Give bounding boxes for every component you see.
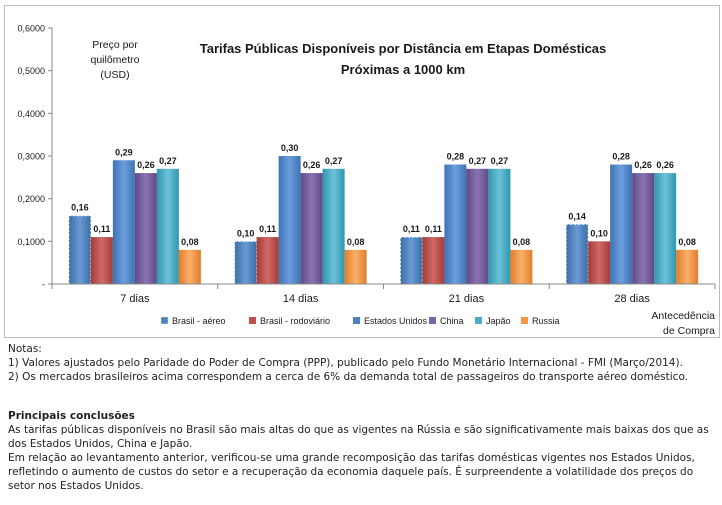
- legend-label: Brasil - rodoviário: [260, 316, 330, 326]
- data-label: 0,11: [425, 224, 442, 234]
- bar: [444, 164, 467, 284]
- y-axis-label-line1: Preço por: [92, 39, 138, 51]
- bars-group: 0,16 0,11 0,29 0,26 0,27 0,08 0,10 0,11 0,30 0,26…: [68, 143, 699, 285]
- data-label: 0,27: [325, 156, 343, 166]
- data-label: 0,11: [259, 224, 276, 234]
- bar: [466, 168, 489, 284]
- bar: [565, 223, 589, 285]
- data-label: 0,08: [678, 237, 696, 247]
- bar: [344, 249, 367, 284]
- data-label: 0,08: [513, 237, 531, 247]
- bar: [399, 236, 423, 285]
- legend: Brasil - aéreo Brasil - rodoviário Estados…: [160, 316, 560, 326]
- bar: [300, 173, 323, 284]
- bar: [488, 168, 511, 284]
- chart-title-line2: Próximas a 1000 km: [341, 62, 465, 77]
- x-axis-label-line1: Antecedência: [651, 310, 715, 322]
- bar: [610, 164, 633, 284]
- y-axis-label-line3: (USD): [100, 69, 129, 81]
- y-tick-label: 0,5000: [17, 66, 45, 76]
- y-axis-label-line2: quilômetro: [90, 54, 139, 66]
- note-1: 1) Valores ajustados pelo Paridade do Po…: [8, 357, 683, 369]
- data-label: 0,27: [159, 156, 177, 166]
- legend-swatch: [249, 317, 256, 324]
- data-label: 0,30: [281, 143, 299, 153]
- y-tick-label: -: [42, 280, 45, 290]
- data-label: 0,27: [469, 156, 487, 166]
- chart-title-line1: Tarifas Públicas Disponíveis por Distânc…: [200, 41, 607, 56]
- data-label: 0,26: [634, 160, 652, 170]
- x-axis: 7 dias 14 dias 21 dias 28 dias: [51, 283, 716, 305]
- data-label: 0,26: [303, 160, 321, 170]
- data-label: 0,28: [612, 152, 630, 162]
- legend-label: Estados Unidos: [364, 316, 428, 326]
- legend-label: Russia: [532, 316, 560, 326]
- bar: [112, 160, 135, 284]
- bar: [322, 168, 345, 284]
- data-label: 0,08: [181, 237, 199, 247]
- legend-swatch: [475, 317, 482, 324]
- y-axis: - 0,1000 0,2000 0,3000 0,4000 0,5000 0,6000: [17, 24, 53, 290]
- bar: [234, 240, 258, 285]
- x-tick-label: 14 dias: [283, 293, 319, 305]
- notes-section: Notas: 1) Valores ajustados pelo Paridad…: [8, 342, 720, 384]
- data-label: 0,29: [115, 147, 133, 157]
- y-tick-label: 0,6000: [17, 24, 45, 34]
- bar: [654, 173, 677, 284]
- chart-frame: Tarifas Públicas Disponíveis por Distânc…: [4, 5, 720, 338]
- bar: [134, 173, 157, 284]
- notes-heading: Notas:: [8, 343, 42, 355]
- data-label: 0,10: [590, 228, 608, 238]
- legend-label: Brasil - aéreo: [172, 316, 226, 326]
- bar: [156, 168, 179, 284]
- note-2: 2) Os mercados brasileiros acima corresp…: [8, 371, 689, 383]
- data-label: 0,11: [403, 224, 420, 234]
- x-tick-label: 7 dias: [120, 293, 150, 305]
- legend-swatch: [353, 317, 360, 324]
- bar: [68, 215, 92, 285]
- bar-chart: Tarifas Públicas Disponíveis por Distânc…: [17, 24, 716, 337]
- y-tick-label: 0,3000: [17, 152, 45, 162]
- data-label: 0,26: [656, 160, 674, 170]
- data-label: 0,28: [447, 152, 465, 162]
- x-tick-label: 21 dias: [449, 293, 485, 305]
- data-label: 0,10: [237, 228, 255, 238]
- bar: [422, 237, 445, 284]
- bar: [178, 249, 201, 284]
- data-label: 0,11: [93, 224, 110, 234]
- bar: [278, 156, 301, 284]
- data-label: 0,16: [71, 203, 89, 213]
- bar: [90, 237, 113, 284]
- conclusions-section: Principais conclusões As tarifas pública…: [8, 409, 720, 493]
- conclusion-para-2: Em relação ao levantamento anterior, ver…: [8, 452, 695, 492]
- data-label: 0,26: [137, 160, 155, 170]
- y-tick-label: 0,4000: [17, 109, 45, 119]
- y-tick-label: 0,2000: [17, 194, 45, 204]
- legend-label: Japão: [486, 316, 511, 326]
- conclusions-heading: Principais conclusões: [8, 410, 135, 422]
- legend-swatch: [429, 317, 436, 324]
- conclusion-para-1: As tarifas públicas disponíveis no Brasi…: [8, 424, 709, 450]
- legend-swatch: [160, 316, 169, 325]
- legend-swatch: [521, 317, 528, 324]
- bar: [676, 249, 699, 284]
- data-label: 0,08: [347, 237, 365, 247]
- bar: [256, 237, 279, 284]
- x-axis-label-line2: de Compra: [663, 325, 715, 337]
- bar: [632, 173, 655, 284]
- y-tick-label: 0,1000: [17, 237, 45, 247]
- data-label: 0,27: [491, 156, 509, 166]
- bar: [510, 249, 533, 284]
- legend-label: China: [440, 316, 464, 326]
- x-tick-label: 28 dias: [614, 293, 650, 305]
- bar: [588, 241, 611, 284]
- data-label: 0,14: [568, 211, 586, 221]
